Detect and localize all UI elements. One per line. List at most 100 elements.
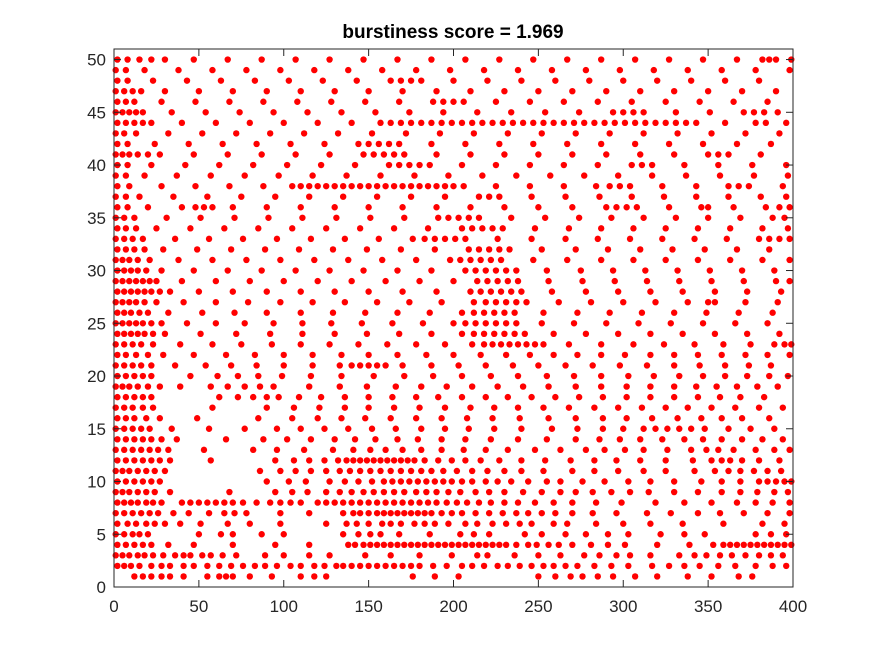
- data-point: [504, 393, 512, 401]
- data-point: [297, 499, 304, 506]
- data-point: [572, 436, 579, 443]
- data-point: [297, 425, 304, 432]
- data-point: [205, 509, 213, 517]
- data-point: [132, 351, 140, 359]
- data-point: [309, 298, 316, 306]
- data-point: [502, 320, 510, 327]
- data-point: [114, 541, 121, 548]
- data-point: [472, 488, 479, 496]
- data-point: [574, 425, 581, 432]
- data-point: [589, 362, 596, 369]
- data-point: [285, 478, 293, 485]
- data-point: [112, 256, 119, 264]
- data-point: [524, 509, 532, 517]
- data-point: [412, 66, 420, 74]
- data-point: [491, 425, 498, 432]
- data-point: [382, 446, 389, 454]
- data-point: [406, 298, 413, 306]
- data-point: [289, 415, 296, 422]
- data-point: [726, 225, 734, 232]
- data-point: [401, 488, 408, 496]
- data-point: [603, 320, 610, 327]
- data-point: [114, 98, 121, 105]
- data-point: [190, 151, 197, 158]
- data-point: [786, 509, 793, 517]
- data-point: [153, 277, 160, 285]
- data-point: [137, 362, 145, 369]
- data-point: [708, 499, 715, 506]
- data-point: [672, 214, 680, 221]
- data-point: [528, 235, 535, 243]
- data-point: [273, 562, 281, 570]
- data-point: [120, 288, 128, 295]
- data-point: [621, 119, 629, 127]
- data-point: [292, 56, 299, 63]
- x-tick-label: 100: [270, 597, 298, 616]
- data-point: [387, 509, 394, 517]
- data-point: [591, 404, 598, 411]
- data-point: [501, 467, 508, 475]
- data-point: [331, 182, 338, 190]
- data-point: [438, 436, 445, 443]
- data-point: [373, 541, 381, 548]
- data-point: [199, 130, 206, 137]
- data-point: [616, 182, 624, 190]
- data-point: [126, 277, 133, 285]
- data-point: [131, 372, 138, 380]
- data-point: [783, 562, 790, 570]
- data-point: [309, 351, 316, 359]
- data-point: [119, 151, 126, 158]
- data-point: [258, 56, 265, 63]
- data-point: [333, 562, 340, 570]
- data-point: [701, 246, 708, 253]
- data-point: [265, 214, 272, 221]
- data-point: [363, 246, 371, 253]
- data-point: [200, 446, 208, 454]
- data-point: [277, 509, 284, 517]
- data-point: [781, 214, 788, 221]
- data-point: [477, 256, 484, 264]
- data-point: [779, 182, 787, 190]
- data-point: [120, 130, 128, 137]
- data-point: [216, 562, 223, 570]
- data-point: [139, 573, 147, 580]
- data-point: [238, 193, 245, 200]
- data-point: [633, 204, 641, 211]
- data-point: [433, 182, 440, 190]
- data-point: [309, 362, 316, 369]
- data-point: [628, 98, 635, 105]
- data-point: [737, 467, 744, 475]
- data-point: [273, 446, 281, 454]
- data-point: [272, 488, 279, 496]
- data-point: [776, 457, 783, 464]
- data-point: [379, 520, 386, 527]
- data-point: [402, 130, 410, 137]
- data-point: [355, 341, 362, 348]
- data-point: [401, 541, 408, 548]
- data-point: [428, 56, 435, 63]
- data-point: [681, 436, 688, 443]
- data-point: [306, 509, 313, 517]
- data-point: [112, 193, 119, 200]
- data-point: [725, 151, 732, 158]
- data-point: [581, 119, 588, 127]
- data-point: [294, 98, 301, 105]
- data-point: [212, 320, 220, 327]
- data-point: [737, 488, 744, 496]
- data-point: [348, 277, 355, 285]
- data-point: [314, 415, 321, 422]
- data-point: [141, 298, 148, 306]
- data-point: [455, 214, 462, 221]
- data-point: [418, 446, 425, 454]
- data-point: [114, 288, 121, 295]
- data-point: [433, 499, 440, 506]
- data-point: [266, 330, 274, 338]
- data-point: [136, 309, 143, 316]
- data-point: [424, 499, 432, 506]
- data-point: [149, 341, 157, 348]
- data-point: [348, 362, 355, 369]
- data-point: [448, 509, 455, 517]
- data-point: [771, 425, 778, 432]
- data-point: [743, 372, 751, 380]
- data-point: [670, 478, 678, 485]
